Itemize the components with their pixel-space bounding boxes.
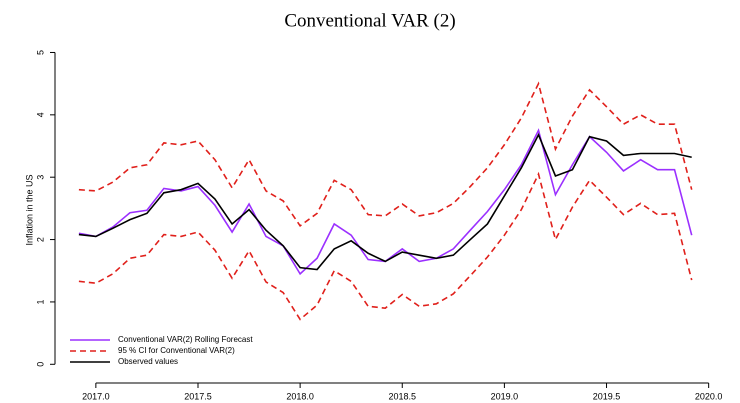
y-tick-label: 2: [35, 237, 45, 242]
x-tick-label: 2018.0: [286, 391, 314, 401]
legend-label: 95 % CI for Conventional VAR(2): [118, 346, 235, 355]
x-tick-label: 2017.5: [184, 391, 212, 401]
x-tick-label: 2019.0: [491, 391, 519, 401]
series-line: [78, 132, 692, 271]
y-tick-label: 3: [35, 175, 45, 180]
y-tick-label: 1: [35, 299, 45, 304]
x-tick-label: 2019.5: [593, 391, 621, 401]
x-tick-label: 2020.0: [695, 391, 723, 401]
chart-title: Conventional VAR (2): [284, 10, 455, 31]
ci-line-lower: [78, 171, 693, 321]
y-tick-label: 0: [35, 362, 45, 367]
x-tick-label: 2018.5: [388, 391, 416, 401]
legend-label: Conventional VAR(2) Rolling Forecast: [118, 335, 253, 344]
y-tick-label: 4: [35, 112, 45, 117]
series-line: [78, 128, 693, 276]
x-tick-label: 2017.0: [82, 391, 110, 401]
ci-line-upper: [78, 81, 693, 227]
y-axis-label: Inflation in the US: [24, 174, 34, 245]
y-tick-label: 5: [35, 50, 45, 55]
legend-label: Observed values: [118, 357, 178, 366]
